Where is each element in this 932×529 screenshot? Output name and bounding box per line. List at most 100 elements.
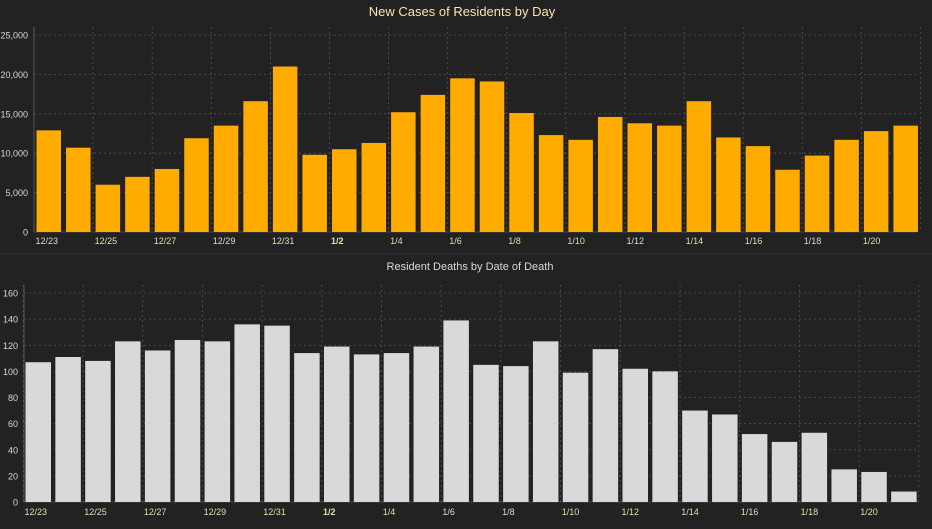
cases-bar-12-28[interactable] [184, 138, 209, 232]
cases-x-tick-label: 1/12 [627, 236, 645, 246]
deaths-x-tick-label: 1/12 [622, 507, 640, 517]
cases-bar-12-23[interactable] [36, 130, 62, 232]
deaths-bar-1-18[interactable] [801, 432, 828, 502]
cases-bar-12-24[interactable] [66, 147, 91, 232]
deaths-bar-12-30[interactable] [234, 324, 260, 502]
deaths-y-tick-label: 100 [3, 367, 18, 377]
deaths-bar-1-10[interactable] [562, 372, 589, 502]
cases-bar-1-20[interactable] [863, 131, 889, 232]
cases-bar-12-31[interactable] [272, 66, 298, 233]
cases-bar-1-21[interactable] [893, 125, 918, 232]
cases-x-tick-label: 1/18 [804, 236, 822, 246]
cases-bar-12-26[interactable] [125, 176, 150, 232]
deaths-bar-1-1[interactable] [294, 353, 320, 502]
cases-bar-1-2[interactable] [332, 149, 357, 232]
cases-x-tick-label: 12/31 [272, 236, 295, 246]
cases-bar-1-6[interactable] [450, 78, 475, 232]
cases-bar-12-30[interactable] [243, 101, 268, 232]
cases-bar-1-8[interactable] [509, 113, 534, 232]
deaths-x-tick-label: 1/20 [860, 507, 878, 517]
cases-bar-1-7[interactable] [479, 81, 505, 232]
deaths-bar-1-14[interactable] [682, 410, 708, 502]
deaths-bar-1-12[interactable] [622, 368, 649, 502]
cases-x-tick-label: 12/25 [95, 236, 118, 246]
cases-bar-1-3[interactable] [361, 142, 387, 232]
deaths-bar-1-11[interactable] [592, 349, 619, 502]
deaths-bar-12-24[interactable] [55, 357, 81, 502]
cases-bar-1-16[interactable] [745, 146, 771, 232]
deaths-bar-12-28[interactable] [174, 340, 201, 502]
cases-bar-1-13[interactable] [657, 125, 682, 232]
cases-bar-1-18[interactable] [804, 155, 830, 232]
deaths-x-tick-label: 12/23 [25, 507, 48, 517]
deaths-y-tick-label: 20 [8, 471, 18, 481]
deaths-bar-1-9[interactable] [532, 341, 559, 502]
deaths-y-tick-label: 0 [13, 498, 18, 508]
cases-bar-12-27[interactable] [154, 168, 180, 232]
cases-bar-1-5[interactable] [420, 94, 446, 232]
cases-bar-1-14[interactable] [686, 101, 712, 232]
deaths-bar-12-31[interactable] [264, 325, 290, 502]
cases-x-tick-label: 12/23 [36, 236, 59, 246]
deaths-bar-1-15[interactable] [712, 414, 738, 502]
cases-bar-1-19[interactable] [834, 139, 859, 232]
deaths-bar-1-3[interactable] [353, 354, 380, 502]
deaths-bar-1-16[interactable] [741, 434, 768, 502]
cases-x-tick-label: 12/29 [213, 236, 236, 246]
deaths-bar-1-6[interactable] [443, 320, 469, 502]
deaths-bar-1-19[interactable] [831, 469, 857, 502]
cases-bar-1-17[interactable] [775, 169, 800, 232]
cases-bar-1-4[interactable] [391, 112, 416, 232]
cases-bar-1-12[interactable] [627, 123, 653, 232]
cases-x-tick-label: 12/27 [154, 236, 177, 246]
deaths-y-tick-label: 80 [8, 393, 18, 403]
cases-bar-1-15[interactable] [716, 137, 741, 232]
cases-y-tick-label: 5,000 [5, 188, 28, 198]
deaths-x-tick-label: 1/4 [383, 507, 396, 517]
deaths-bar-1-2[interactable] [324, 346, 350, 502]
cases-y-tick-label: 15,000 [0, 109, 28, 119]
deaths-bar-1-5[interactable] [413, 346, 440, 502]
deaths-y-tick-label: 160 [3, 289, 18, 299]
cases-bar-12-29[interactable] [213, 125, 239, 232]
cases-x-tick-label: 1/4 [390, 236, 403, 246]
cases-y-tick-label: 10,000 [0, 149, 28, 159]
deaths-bar-1-13[interactable] [652, 371, 678, 502]
deaths-bar-1-7[interactable] [473, 364, 499, 502]
cases-x-tick-label: 1/8 [508, 236, 521, 246]
deaths-x-tick-label: 12/29 [204, 507, 227, 517]
deaths-x-tick-label: 1/18 [801, 507, 819, 517]
cases-bar-1-1[interactable] [302, 154, 327, 232]
cases-bar-1-11[interactable] [597, 116, 623, 232]
deaths-x-tick-label: 1/10 [562, 507, 580, 517]
cases-x-tick-label: 1/6 [449, 236, 462, 246]
resident-deaths-chart: Resident Deaths by Date of Death 0 20 40 60… [3, 261, 920, 517]
deaths-x-tick-label: 1/8 [502, 507, 515, 517]
cases-x-tick-label: 1/2 [331, 236, 344, 246]
deaths-y-tick-label: 140 [3, 315, 18, 325]
cases-bar-1-10[interactable] [568, 139, 593, 232]
deaths-bar-1-21[interactable] [891, 491, 917, 502]
deaths-x-tick-label: 1/6 [442, 507, 455, 517]
deaths-bar-1-17[interactable] [771, 441, 798, 502]
cases-bar-12-25[interactable] [95, 184, 121, 232]
deaths-bar-12-23[interactable] [25, 362, 52, 502]
deaths-bar-12-26[interactable] [115, 341, 141, 502]
deaths-bar-12-29[interactable] [204, 341, 231, 502]
cases-y-tick-label: 0 [23, 228, 28, 238]
deaths-bar-12-25[interactable] [85, 360, 111, 502]
cases-x-tick-label: 1/10 [567, 236, 585, 246]
deaths-bar-1-8[interactable] [503, 366, 529, 502]
cases-bar-1-9[interactable] [538, 135, 564, 232]
deaths-bar-1-4[interactable] [383, 353, 410, 502]
deaths-bar-1-20[interactable] [861, 471, 887, 502]
cases-y-tick-label: 20,000 [0, 70, 28, 80]
deaths-y-tick-label: 120 [3, 341, 18, 351]
deaths-x-tick-label: 1/16 [741, 507, 759, 517]
resident-deaths-chart-title: Resident Deaths by Date of Death [387, 261, 554, 273]
deaths-bar-12-27[interactable] [144, 350, 171, 502]
cases-x-tick-label: 1/14 [686, 236, 704, 246]
deaths-y-tick-label: 60 [8, 419, 18, 429]
